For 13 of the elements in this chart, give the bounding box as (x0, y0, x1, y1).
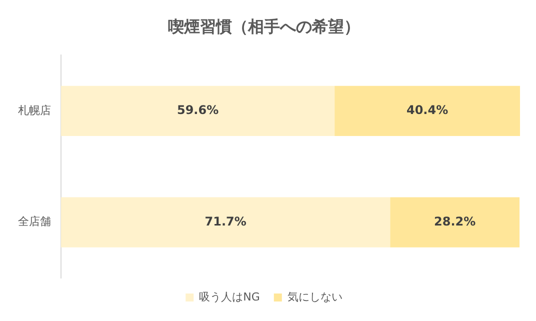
data-label: 28.2% (434, 214, 476, 228)
legend-label: 気にしない (287, 290, 342, 304)
bar (61, 197, 390, 248)
bar (390, 197, 520, 248)
data-label: 59.6% (176, 103, 219, 118)
data-label: 40.4% (406, 103, 448, 118)
chart-title: 喫煙習慣（相手への希望） (168, 16, 360, 36)
legend-label: 吸う人はNG (199, 290, 260, 304)
y-tick-label: 全店舗 (18, 215, 51, 228)
bar (334, 86, 520, 136)
bar (61, 86, 335, 136)
y-tick-label: 札幌店 (18, 104, 51, 117)
data-label: 71.7% (204, 214, 246, 228)
